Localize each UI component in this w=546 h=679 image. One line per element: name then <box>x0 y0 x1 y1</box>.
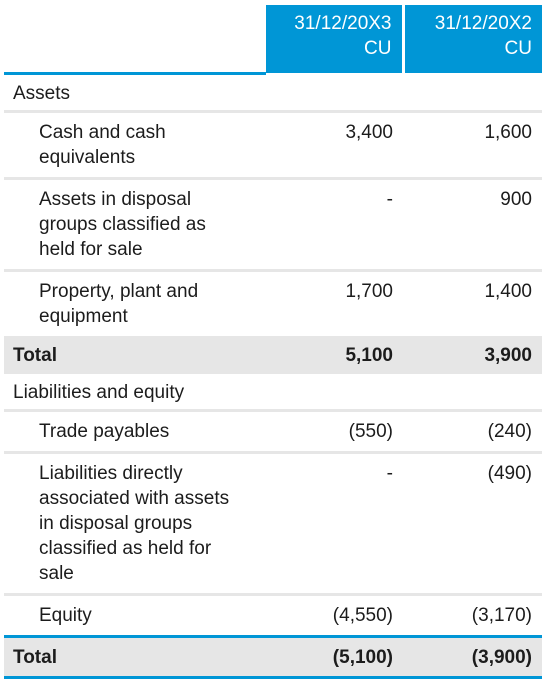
table-header-row: 31/12/20X3 CU 31/12/20X2 CU <box>4 5 542 75</box>
row-value-20x3: 3,400 <box>264 111 403 180</box>
row-label: Liabilities directly associated with ass… <box>4 452 264 596</box>
table-row: Cash and cash equivalents 3,400 1,600 <box>4 111 542 180</box>
total-row-liabilities: Total (5,100) (3,900) <box>4 634 542 679</box>
header-blank-cell <box>4 5 264 75</box>
row-value-20x2: 900 <box>403 178 542 272</box>
row-label: Property, plant and equipment <box>39 280 199 327</box>
total-label: Total <box>4 634 264 679</box>
total-value-20x3: 5,100 <box>264 335 403 374</box>
table-row: Equity (4,550) (3,170) <box>4 594 542 636</box>
row-value-20x3: 1,700 <box>345 280 393 302</box>
header-date: 31/12/20X3 <box>294 13 392 34</box>
row-value-20x2: 1,600 <box>403 111 542 180</box>
row-value-20x2: (490) <box>403 452 542 596</box>
table-row: Assets in disposal groups classified as … <box>4 178 542 272</box>
header-col-20x2: 31/12/20X2 CU <box>401 5 542 73</box>
header-date: 31/12/20X2 <box>434 13 532 34</box>
header-unit: CU <box>504 38 532 59</box>
row-value-20x2: (240) <box>403 410 542 454</box>
balance-sheet-table: 31/12/20X3 CU 31/12/20X2 CU Assets Cash … <box>4 5 542 679</box>
row-label: Cash and cash equivalents <box>4 111 264 180</box>
section-heading-assets: Assets <box>4 73 542 113</box>
row-value-20x2: 1,400 <box>484 280 532 302</box>
total-row-assets: Total 5,100 3,900 <box>4 335 542 374</box>
section-heading-liabilities: Liabilities and equity <box>4 373 542 412</box>
row-value-20x3: (4,550) <box>332 604 393 626</box>
row-label: Assets in disposal groups classified as … <box>4 178 264 272</box>
header-unit: CU <box>364 38 392 59</box>
total-label: Total <box>4 335 264 374</box>
table-row: Property, plant and equipment 1,700 1,40… <box>4 270 542 336</box>
row-value-20x3: - <box>264 452 403 596</box>
row-label: Trade payables <box>4 410 264 454</box>
header-col-20x3: 31/12/20X3 CU <box>262 5 403 73</box>
row-value-20x3: - <box>264 178 403 272</box>
row-value-20x2: (3,170) <box>471 604 532 626</box>
row-value-20x3: (550) <box>264 410 403 454</box>
total-value-20x2: 3,900 <box>403 335 542 374</box>
total-value-20x3: (5,100) <box>264 634 403 679</box>
table-row: Liabilities directly associated with ass… <box>4 452 542 596</box>
section-title: Assets <box>4 73 542 113</box>
total-value-20x2: (3,900) <box>403 634 542 679</box>
section-title: Liabilities and equity <box>4 373 542 412</box>
table-row: Trade payables (550) (240) <box>4 410 542 454</box>
row-label: Equity <box>39 604 92 626</box>
